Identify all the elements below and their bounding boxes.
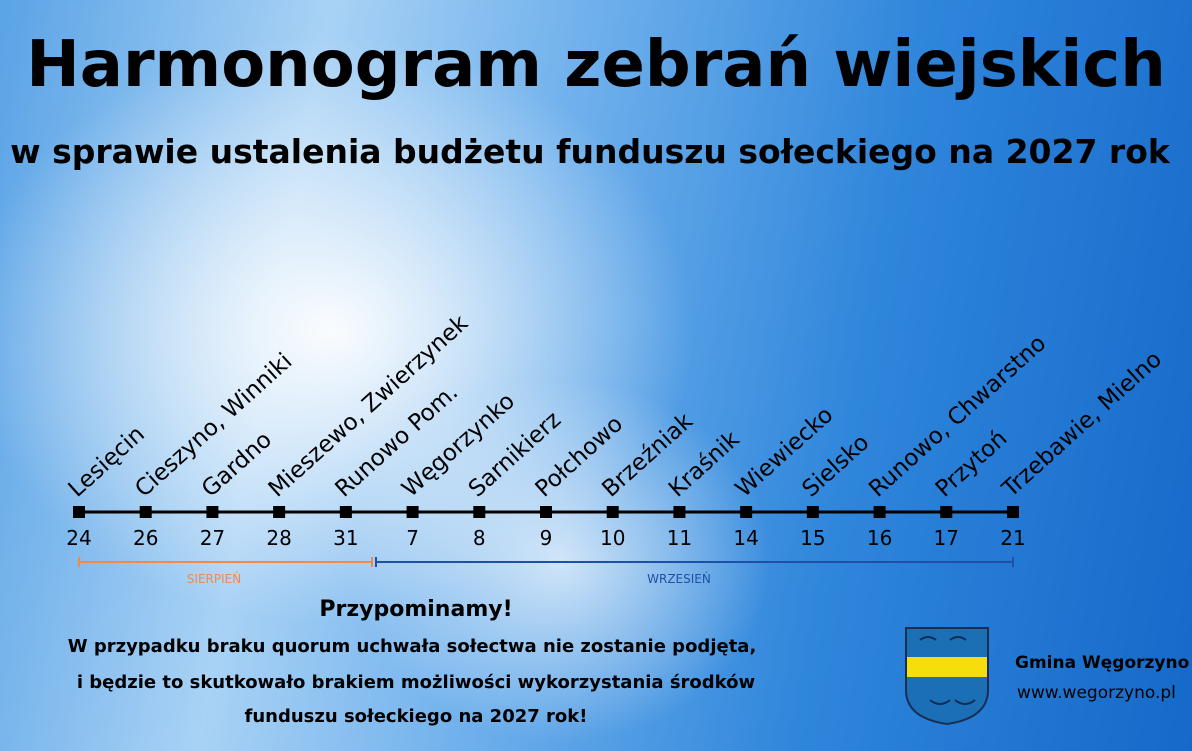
- timeline-dot: [740, 506, 753, 518]
- timeline-dot: [339, 506, 352, 518]
- timeline-dot: [673, 506, 686, 518]
- day-label: 11: [667, 526, 692, 550]
- coat-of-arms: [905, 627, 989, 726]
- day-label: 9: [540, 526, 553, 550]
- day-label: 15: [800, 526, 825, 550]
- day-label: 10: [600, 526, 625, 550]
- day-label: 8: [473, 526, 486, 550]
- day-label: 24: [66, 526, 91, 550]
- day-label: 31: [333, 526, 358, 550]
- reminder-heading: Przypominamy!: [319, 597, 512, 622]
- subtitle: w sprawie ustalenia budżetu funduszu soł…: [10, 132, 1171, 171]
- month-label: WRZESIEŃ: [647, 571, 711, 586]
- timeline-dot: [139, 506, 152, 518]
- timeline-dot: [1007, 506, 1019, 518]
- website: www.wegorzyno.pl: [1017, 683, 1176, 703]
- day-label: 7: [406, 526, 419, 550]
- day-label: 14: [733, 526, 758, 550]
- timeline-dot: [473, 506, 486, 518]
- day-label: 17: [934, 526, 959, 550]
- reminder-line: funduszu sołeckiego na 2027 rok!: [245, 706, 588, 727]
- timeline-dot: [73, 506, 85, 518]
- timeline-dot: [940, 506, 953, 518]
- day-label: 26: [133, 526, 158, 550]
- day-label: 21: [1000, 526, 1025, 550]
- day-label: 28: [266, 526, 291, 550]
- reminder-line: i będzie to skutkowało brakiem możliwośc…: [77, 672, 755, 693]
- timeline-dot: [206, 506, 219, 518]
- timeline-dot: [273, 506, 286, 518]
- organization: Gmina Węgorzyno: [1015, 653, 1189, 673]
- timeline-dot: [873, 506, 886, 518]
- day-label: 27: [200, 526, 225, 550]
- title: Harmonogram zebrań wiejskich: [26, 28, 1166, 102]
- timeline-dot: [606, 506, 619, 518]
- day-label: 16: [867, 526, 892, 550]
- month-label: SIERPIEŃ: [187, 571, 241, 586]
- timeline-dot: [540, 506, 552, 518]
- timeline-dot: [406, 506, 419, 518]
- reminder-line: W przypadku braku quorum uchwała sołectw…: [68, 636, 757, 657]
- timeline-dot: [806, 506, 819, 518]
